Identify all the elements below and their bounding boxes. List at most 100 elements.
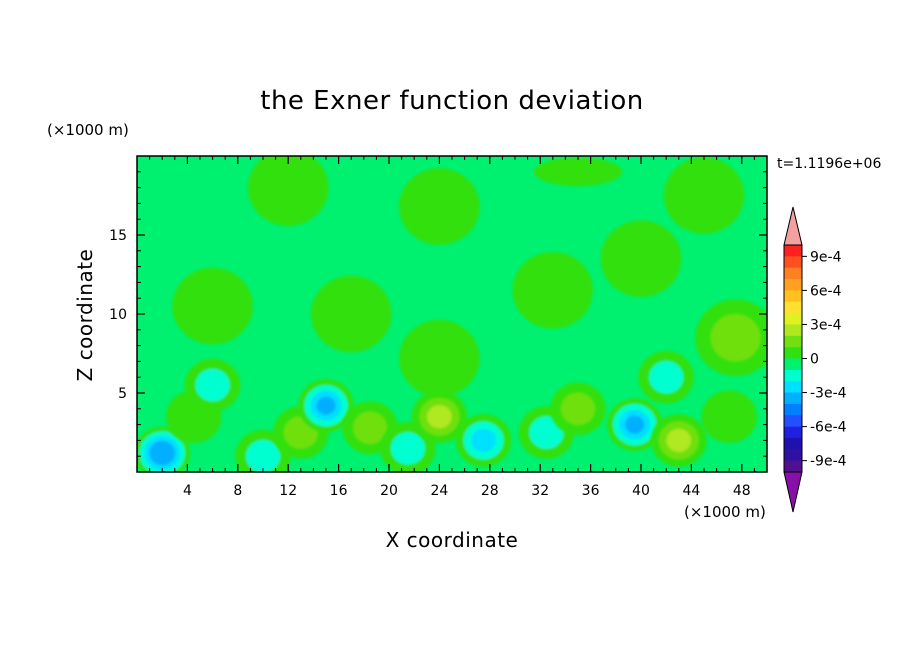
colorbar-segment (784, 358, 802, 371)
contour-level (600, 220, 682, 298)
contour-feature (247, 156, 329, 226)
contour-level (560, 392, 596, 426)
colorbar-tick-label: -3e-4 (810, 386, 847, 402)
contour-feature (455, 414, 512, 467)
contour-feature (172, 267, 253, 345)
contour-level (710, 314, 761, 362)
x-tick-label: 24 (430, 483, 448, 499)
contour-feature (184, 358, 241, 412)
x-axis-unit: (×1000 m) (684, 503, 766, 521)
contour-level (245, 439, 281, 472)
contour-level (172, 267, 253, 345)
colorbar-segment (784, 369, 802, 382)
contour-level (427, 404, 452, 429)
x-tick-label: 40 (632, 483, 650, 499)
colorbar-segment (784, 313, 802, 325)
colorbar-tick-label: -6e-4 (810, 420, 847, 436)
contour-level (666, 428, 692, 453)
contour-level (310, 275, 392, 353)
contour-feature (512, 251, 594, 329)
contour-level (533, 157, 623, 187)
colorbar-segment (784, 415, 802, 427)
x-axis: 4 8 12 16 20 24 28 32 36 40 44 48 (149, 156, 755, 499)
colorbar-tick-label: 0 (810, 352, 819, 368)
x-tick-label: 8 (233, 483, 242, 499)
colorbar-segment (784, 324, 802, 337)
contour-level (154, 445, 171, 461)
contour-level (247, 156, 329, 226)
contour-level (195, 368, 230, 402)
colorbar-segment (784, 460, 802, 473)
colorbar-segment (784, 256, 802, 268)
colorbar-under-triangle (783, 471, 803, 513)
colorbar-tick-label: 3e-4 (810, 317, 842, 333)
x-tick-label: 12 (279, 483, 297, 499)
x-tick-label: 28 (481, 483, 499, 499)
colorbar-segment (784, 403, 802, 416)
colorbar-segment (784, 301, 802, 314)
contour-level (316, 396, 336, 415)
colorbar-segment (784, 392, 802, 405)
y-tick-label: 10 (109, 307, 127, 323)
contour-feature (399, 319, 480, 397)
y-axis-label: Z coordinate (73, 248, 97, 382)
colorbar-tick-label: -9e-4 (810, 454, 847, 470)
colorbar-segment (784, 381, 802, 393)
x-axis-label: X coordinate (385, 528, 519, 552)
y-axis-unit: (×1000 m) (47, 121, 129, 139)
contour-feature (399, 168, 480, 245)
contour-level (390, 432, 425, 465)
x-tick-label: 48 (733, 483, 751, 499)
contour-feature (137, 426, 190, 472)
x-tick-label: 4 (183, 483, 192, 499)
contour-level (649, 360, 684, 394)
contour-field (137, 156, 767, 472)
colorbar-segment (784, 279, 802, 291)
colorbar: 9e-4 6e-4 3e-4 0 -3e-4 -6e-4 -9e-4 (783, 206, 847, 513)
colorbar-tick-label: 6e-4 (810, 283, 842, 299)
y-axis: 5 10 15 (109, 171, 767, 457)
colorbar-segment (784, 267, 802, 280)
contour-feature (600, 220, 682, 298)
x-tick-label: 16 (330, 483, 348, 499)
contour-feature (298, 379, 354, 432)
colorbar-over-triangle (783, 206, 803, 246)
colorbar-segment (784, 245, 802, 257)
contour-level (529, 416, 564, 449)
y-tick-label: 5 (118, 386, 127, 402)
colorbar-tick-label: 9e-4 (810, 249, 842, 265)
contour-feature (550, 382, 606, 436)
colorbar-segment (784, 426, 802, 439)
contour-level (663, 157, 745, 234)
contour-level (399, 319, 480, 397)
colorbar-segment (784, 347, 802, 359)
colorbar-segment (784, 437, 802, 450)
contour-level (701, 390, 757, 444)
x-tick-label: 44 (682, 483, 700, 499)
contour-level (512, 251, 594, 329)
x-tick-label: 32 (531, 483, 549, 499)
contour-feature (638, 350, 694, 404)
colorbar-segment (784, 449, 802, 461)
contour-level (353, 411, 388, 444)
chart-title: the Exner function deviation (260, 86, 644, 116)
x-tick-label: 20 (380, 483, 398, 499)
contour-feature (310, 275, 392, 353)
contour-feature (695, 299, 767, 376)
colorbar-segment (784, 290, 802, 303)
y-tick-label: 15 (109, 228, 127, 244)
colorbar-segment (784, 335, 802, 348)
x-tick-label: 36 (582, 483, 600, 499)
contour-level (471, 428, 496, 453)
contour-feature (606, 398, 663, 451)
time-label: t=1.1196e+06 (777, 156, 882, 172)
contour-feature (651, 414, 707, 467)
contour-feature (533, 157, 623, 187)
contour-feature (663, 157, 745, 234)
contour-feature (411, 390, 468, 444)
contour-level (399, 168, 480, 245)
contour-feature (701, 390, 757, 444)
contour-level (625, 415, 645, 434)
